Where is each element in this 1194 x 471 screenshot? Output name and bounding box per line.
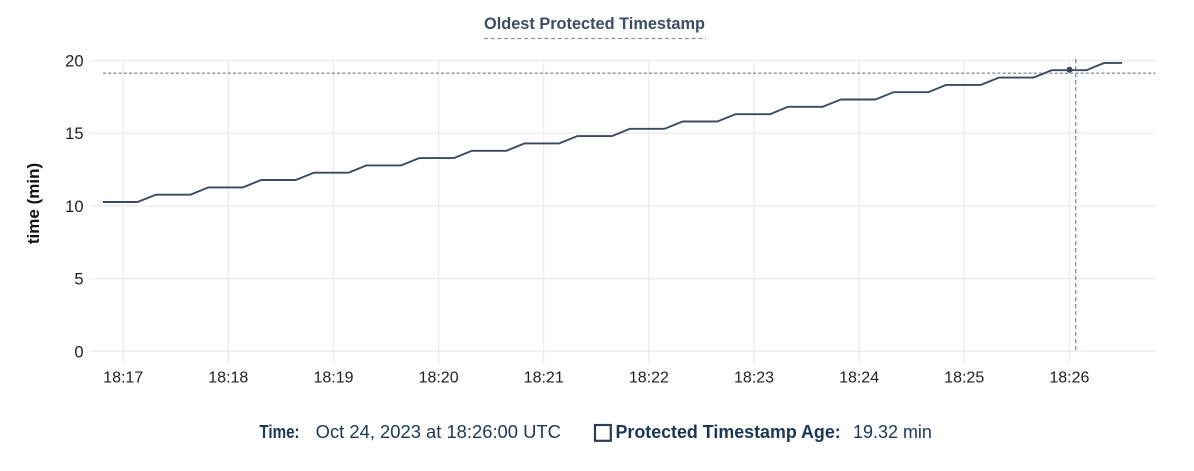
svg-text:19.32 min: 19.32 min xyxy=(853,422,932,442)
svg-text:18:23: 18:23 xyxy=(734,370,774,387)
svg-text:Oct 24, 2023 at 18:26:00 UTC: Oct 24, 2023 at 18:26:00 UTC xyxy=(316,422,561,442)
svg-text:Oldest Protected Timestamp: Oldest Protected Timestamp xyxy=(484,14,705,33)
svg-text:0: 0 xyxy=(74,343,83,361)
svg-text:Protected Timestamp Age:: Protected Timestamp Age: xyxy=(616,422,841,442)
svg-text:18:26: 18:26 xyxy=(1049,370,1089,387)
svg-text:20: 20 xyxy=(65,53,83,71)
svg-text:18:22: 18:22 xyxy=(629,370,669,387)
svg-text:18:18: 18:18 xyxy=(208,370,248,387)
svg-text:10: 10 xyxy=(65,198,83,216)
svg-text:time (min): time (min) xyxy=(24,163,43,244)
svg-text:5: 5 xyxy=(74,271,83,289)
svg-text:18:19: 18:19 xyxy=(313,370,353,387)
svg-text:18:25: 18:25 xyxy=(944,370,984,387)
svg-text:18:17: 18:17 xyxy=(103,370,143,387)
svg-text:18:20: 18:20 xyxy=(419,370,459,387)
svg-text:15: 15 xyxy=(65,125,83,143)
svg-text:18:21: 18:21 xyxy=(524,370,564,387)
svg-text:Time:: Time: xyxy=(259,422,299,442)
svg-text:18:24: 18:24 xyxy=(839,370,879,387)
